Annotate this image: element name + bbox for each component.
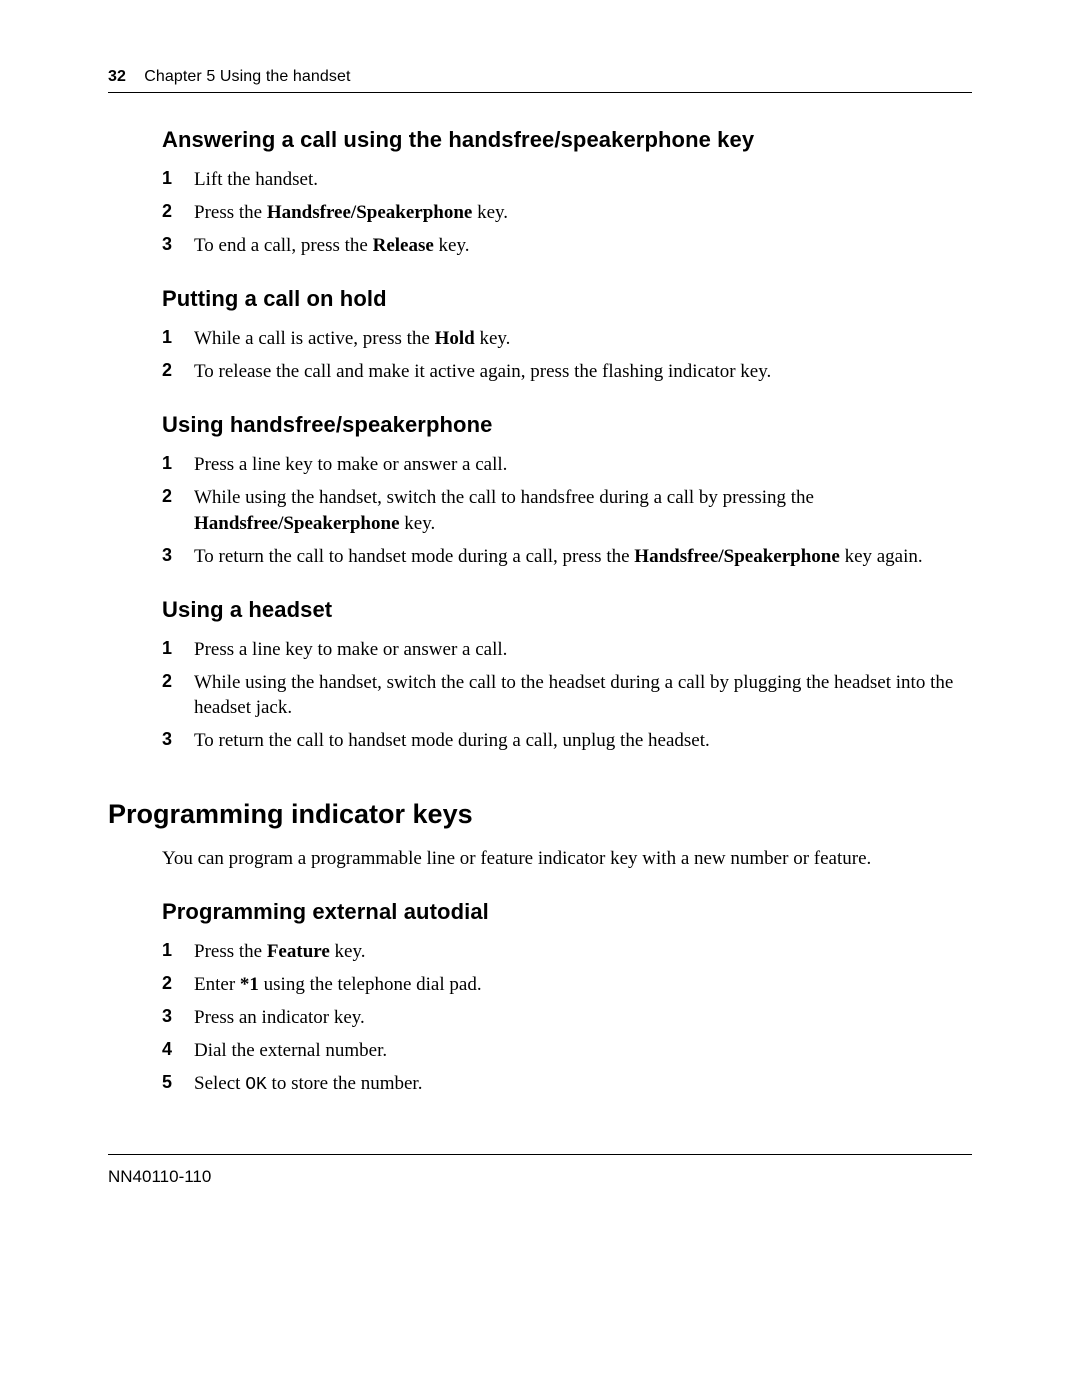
step-item: While using the handset, switch the call…: [162, 485, 972, 535]
step-item: To release the call and make it active a…: [162, 359, 972, 384]
footer: NN40110-110: [108, 1154, 972, 1187]
step-text: to store the number.: [267, 1073, 423, 1094]
chapter-label: Chapter 5 Using the handset: [131, 68, 351, 85]
step-item: Press an indicator key.: [162, 1005, 972, 1030]
section-ext-autodial: Programming external autodial Press the …: [162, 899, 972, 1098]
step-item: While using the handset, switch the call…: [162, 670, 972, 720]
step-text: Enter: [194, 974, 240, 995]
doc-id: NN40110-110: [108, 1167, 211, 1186]
section-headset: Using a headset Press a line key to make…: [162, 597, 972, 753]
step-text: Handsfree/Speakerphone: [194, 513, 400, 534]
step-text: To end a call, press the: [194, 235, 373, 256]
steps-handsfree: Press a line key to make or answer a cal…: [162, 452, 972, 568]
step-text: Handsfree/Speakerphone: [634, 546, 840, 567]
running-header: 32 Chapter 5 Using the handset: [108, 68, 972, 93]
step-item: Dial the external number.: [162, 1038, 972, 1063]
step-text: key again.: [840, 546, 923, 567]
step-text: While using the handset, switch the call…: [194, 487, 814, 508]
step-text: Lift the handset.: [194, 169, 318, 190]
heading-programming-keys: Programming indicator keys: [108, 799, 972, 830]
page-number: 32: [108, 68, 126, 85]
heading-ext-autodial: Programming external autodial: [162, 899, 972, 925]
step-item: Press the Feature key.: [162, 939, 972, 964]
heading-headset: Using a headset: [162, 597, 972, 623]
step-text: Press an indicator key.: [194, 1007, 365, 1028]
step-item: To return the call to handset mode durin…: [162, 544, 972, 569]
intro-programming-keys: You can program a programmable line or f…: [162, 846, 972, 871]
step-text: To return the call to handset mode durin…: [194, 730, 710, 751]
heading-handsfree: Using handsfree/speakerphone: [162, 412, 972, 438]
step-item: While a call is active, press the Hold k…: [162, 326, 972, 351]
step-text: key.: [475, 328, 511, 349]
step-text: *1: [240, 974, 259, 995]
step-text: Press a line key to make or answer a cal…: [194, 639, 507, 660]
step-text: Handsfree/Speakerphone: [267, 202, 473, 223]
page: 32 Chapter 5 Using the handset Answering…: [0, 0, 1080, 1397]
step-item: Select OK to store the number.: [162, 1071, 972, 1098]
steps-answering: Lift the handset. Press the Handsfree/Spe…: [162, 167, 972, 258]
step-text: key.: [400, 513, 436, 534]
step-text: Hold: [435, 328, 475, 349]
heading-hold: Putting a call on hold: [162, 286, 972, 312]
step-text: Release: [373, 235, 434, 256]
step-item: To end a call, press the Release key.: [162, 233, 972, 258]
step-text: Feature: [267, 941, 330, 962]
content-column: Answering a call using the handsfree/spe…: [108, 127, 972, 1098]
step-text: To release the call and make it active a…: [194, 361, 771, 382]
step-text: key.: [330, 941, 366, 962]
steps-headset: Press a line key to make or answer a cal…: [162, 637, 972, 753]
step-text: While using the handset, switch the call…: [194, 672, 953, 718]
step-text: Select: [194, 1073, 245, 1094]
step-text: Press the: [194, 941, 267, 962]
steps-ext-autodial: Press the Feature key. Enter *1 using the…: [162, 939, 972, 1098]
step-text: using the telephone dial pad.: [259, 974, 482, 995]
step-item: Press a line key to make or answer a cal…: [162, 452, 972, 477]
step-text: While a call is active, press the: [194, 328, 435, 349]
step-item: Press a line key to make or answer a cal…: [162, 637, 972, 662]
step-text: key.: [472, 202, 508, 223]
step-text: Press the: [194, 202, 267, 223]
heading-answering: Answering a call using the handsfree/spe…: [162, 127, 972, 153]
section-hold: Putting a call on hold While a call is a…: [162, 286, 972, 384]
step-item: To return the call to handset mode durin…: [162, 728, 972, 753]
section-answering: Answering a call using the handsfree/spe…: [162, 127, 972, 258]
step-text: OK: [245, 1075, 267, 1095]
section-handsfree: Using handsfree/speakerphone Press a lin…: [162, 412, 972, 568]
step-text: key.: [434, 235, 470, 256]
steps-hold: While a call is active, press the Hold k…: [162, 326, 972, 384]
step-item: Press the Handsfree/Speakerphone key.: [162, 200, 972, 225]
step-text: To return the call to handset mode durin…: [194, 546, 634, 567]
step-item: Enter *1 using the telephone dial pad.: [162, 972, 972, 997]
step-text: Dial the external number.: [194, 1040, 387, 1061]
step-item: Lift the handset.: [162, 167, 972, 192]
step-text: Press a line key to make or answer a cal…: [194, 454, 507, 475]
